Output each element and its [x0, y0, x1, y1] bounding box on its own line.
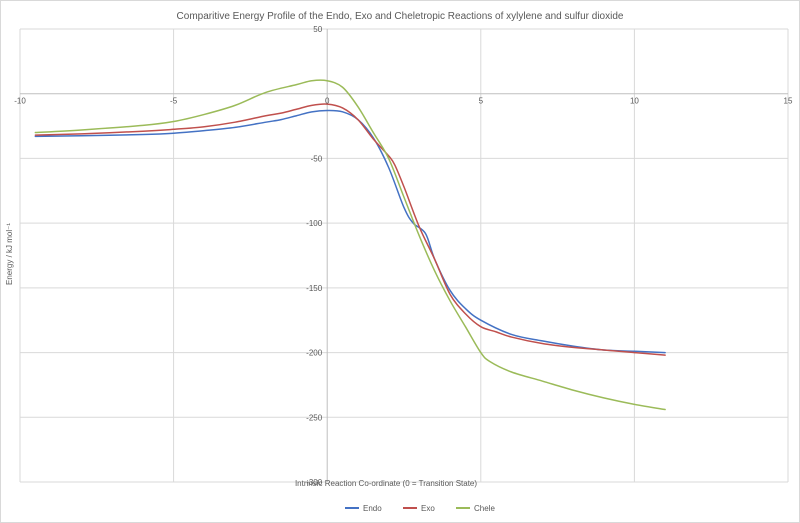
series-line-endo	[34, 109, 666, 354]
x-tick-label: 5	[479, 97, 484, 106]
axes	[20, 29, 788, 482]
y-tick-label: -250	[306, 413, 323, 422]
series-line-chele	[34, 79, 666, 411]
legend-label-endo: Endo	[363, 504, 382, 513]
legend-label-chele: Chele	[474, 504, 495, 513]
legend: Endo Exo Chele	[345, 504, 495, 513]
x-tick-label: -5	[170, 97, 178, 106]
y-tick-label: -100	[306, 219, 323, 228]
chart-title: Comparitive Energy Profile of the Endo, …	[177, 11, 624, 22]
x-tick-label: 0	[325, 97, 330, 106]
series-lines	[34, 79, 666, 411]
legend-label-exo: Exo	[421, 504, 435, 513]
x-tick-label: 15	[784, 97, 793, 106]
gridlines	[19, 28, 789, 483]
x-tick-label: -10	[14, 97, 26, 106]
y-tick-label: -200	[306, 349, 323, 358]
y-tick-label: -50	[311, 154, 323, 163]
series-line-exo	[34, 103, 666, 356]
y-tick-label: -300	[306, 478, 323, 487]
y-axis-title: Energy / kJ mol⁻¹	[5, 223, 14, 285]
y-tick-label: -150	[306, 284, 323, 293]
x-axis-title: Intrinsic Reaction Co-ordinate (0 = Tran…	[295, 479, 477, 488]
x-tick-label: 10	[630, 97, 639, 106]
y-tick-label: 50	[313, 25, 322, 34]
